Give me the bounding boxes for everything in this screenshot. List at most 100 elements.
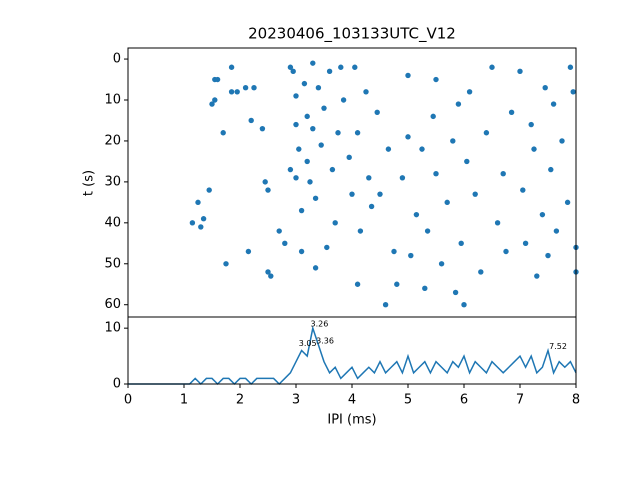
scatter-point [419, 146, 425, 152]
scatter-point [282, 240, 288, 247]
scatter-point [382, 302, 389, 308]
scatter-point [444, 199, 450, 206]
y-tick-label: 10 [104, 321, 121, 336]
scatter-point [251, 85, 257, 91]
scatter-point [228, 64, 235, 70]
scatter-point [329, 166, 336, 173]
scatter-point [268, 273, 274, 279]
peak-annotation: 3.36 [316, 336, 334, 345]
scatter-point [508, 109, 515, 115]
y-axis-label: t (s) [82, 170, 97, 196]
scatter-point [293, 121, 299, 128]
scatter-point [206, 187, 212, 193]
scatter-point [452, 289, 459, 296]
scatter-point [298, 207, 305, 214]
scatter-point [312, 195, 319, 201]
x-tick-label: 5 [404, 393, 412, 408]
x-tick-label: 7 [516, 393, 524, 408]
scatter-point [394, 281, 400, 287]
scatter-point [326, 68, 333, 75]
scatter-point [248, 117, 254, 124]
scatter-point [461, 302, 467, 308]
y-tick-label: 50 [104, 256, 121, 271]
peak-annotation: 3.05 [299, 339, 317, 348]
scatter-point [466, 89, 473, 95]
y-tick-label: 40 [104, 215, 121, 230]
scatter-point [304, 158, 310, 165]
scatter-point [366, 175, 372, 181]
scatter-point [324, 244, 330, 251]
scatter-point [413, 211, 420, 218]
scatter-point [405, 72, 411, 79]
scatter-point [357, 228, 364, 234]
axes-frame [127, 316, 577, 385]
scatter-point [298, 248, 305, 255]
scatter-point [422, 285, 428, 292]
scatter-point [570, 89, 576, 95]
scatter-point [368, 203, 375, 210]
scatter-point [287, 64, 294, 70]
y-tick-label: 0 [113, 52, 121, 67]
scatter-point [310, 60, 316, 66]
scatter-point [262, 179, 268, 185]
scatter-point [433, 76, 439, 83]
scatter-point [318, 142, 324, 148]
scatter-point [265, 269, 271, 275]
scatter-point [559, 138, 565, 144]
x-axis-label: IPI (ms) [327, 413, 376, 428]
scatter-point [391, 248, 397, 255]
scatter-point [424, 228, 431, 234]
scatter-point [265, 187, 271, 193]
y-tick-label: 10 [104, 92, 121, 107]
scatter-point [385, 146, 392, 152]
scatter-point [374, 109, 380, 115]
scatter-point [349, 191, 355, 197]
x-tick-label: 8 [572, 393, 580, 408]
scatter-point [287, 166, 294, 173]
scatter-point [542, 85, 548, 91]
scatter-point [200, 216, 207, 222]
scatter-point [293, 175, 299, 181]
scatter-point [564, 199, 571, 206]
scatter-point [220, 130, 226, 136]
scatter-point [531, 146, 537, 152]
scatter-point [223, 261, 229, 267]
scatter-point [307, 179, 313, 185]
scatter-point [534, 273, 540, 279]
scatter-point [550, 101, 557, 107]
scatter-point [242, 85, 249, 91]
scatter-point [195, 199, 201, 206]
scatter-point [545, 252, 551, 259]
scatter-point [528, 121, 534, 128]
scatter-point [503, 248, 509, 255]
scatter-point [346, 154, 352, 161]
scatter-point [377, 191, 383, 197]
scatter-point [290, 68, 296, 75]
scatter-point [567, 64, 574, 70]
x-tick-label: 3 [292, 393, 300, 408]
scatter-point [354, 130, 361, 136]
scatter-point [489, 64, 495, 70]
scatter-point [332, 220, 338, 226]
x-tick-label: 6 [460, 393, 468, 408]
scatter-point [450, 138, 456, 144]
scatter-point [214, 76, 221, 83]
scatter-point [430, 113, 436, 120]
scatter-point [198, 224, 204, 230]
scatter-point [548, 166, 554, 173]
scatter-point [296, 146, 302, 152]
scatter-point [312, 265, 319, 271]
scatter-point [335, 130, 341, 136]
scatter-point [458, 240, 464, 247]
scatter-point [455, 101, 462, 107]
scatter-point [363, 89, 369, 95]
scatter-point [472, 191, 478, 197]
scatter-point [522, 240, 529, 247]
scatter-point [315, 85, 322, 91]
histogram-line [128, 325, 577, 386]
scatter-point [209, 101, 215, 107]
peak-annotation: 3.26 [311, 320, 329, 329]
scatter-point [340, 97, 347, 103]
scatter-point [478, 269, 484, 275]
